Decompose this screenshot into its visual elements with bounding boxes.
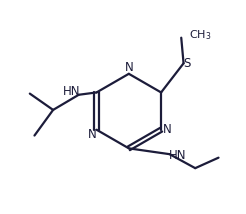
Text: S: S bbox=[183, 57, 191, 70]
Text: N: N bbox=[124, 61, 133, 74]
Text: N: N bbox=[163, 123, 172, 136]
Text: HN: HN bbox=[63, 85, 80, 98]
Text: CH$_3$: CH$_3$ bbox=[189, 28, 212, 42]
Text: HN: HN bbox=[169, 149, 186, 162]
Text: N: N bbox=[88, 128, 96, 141]
